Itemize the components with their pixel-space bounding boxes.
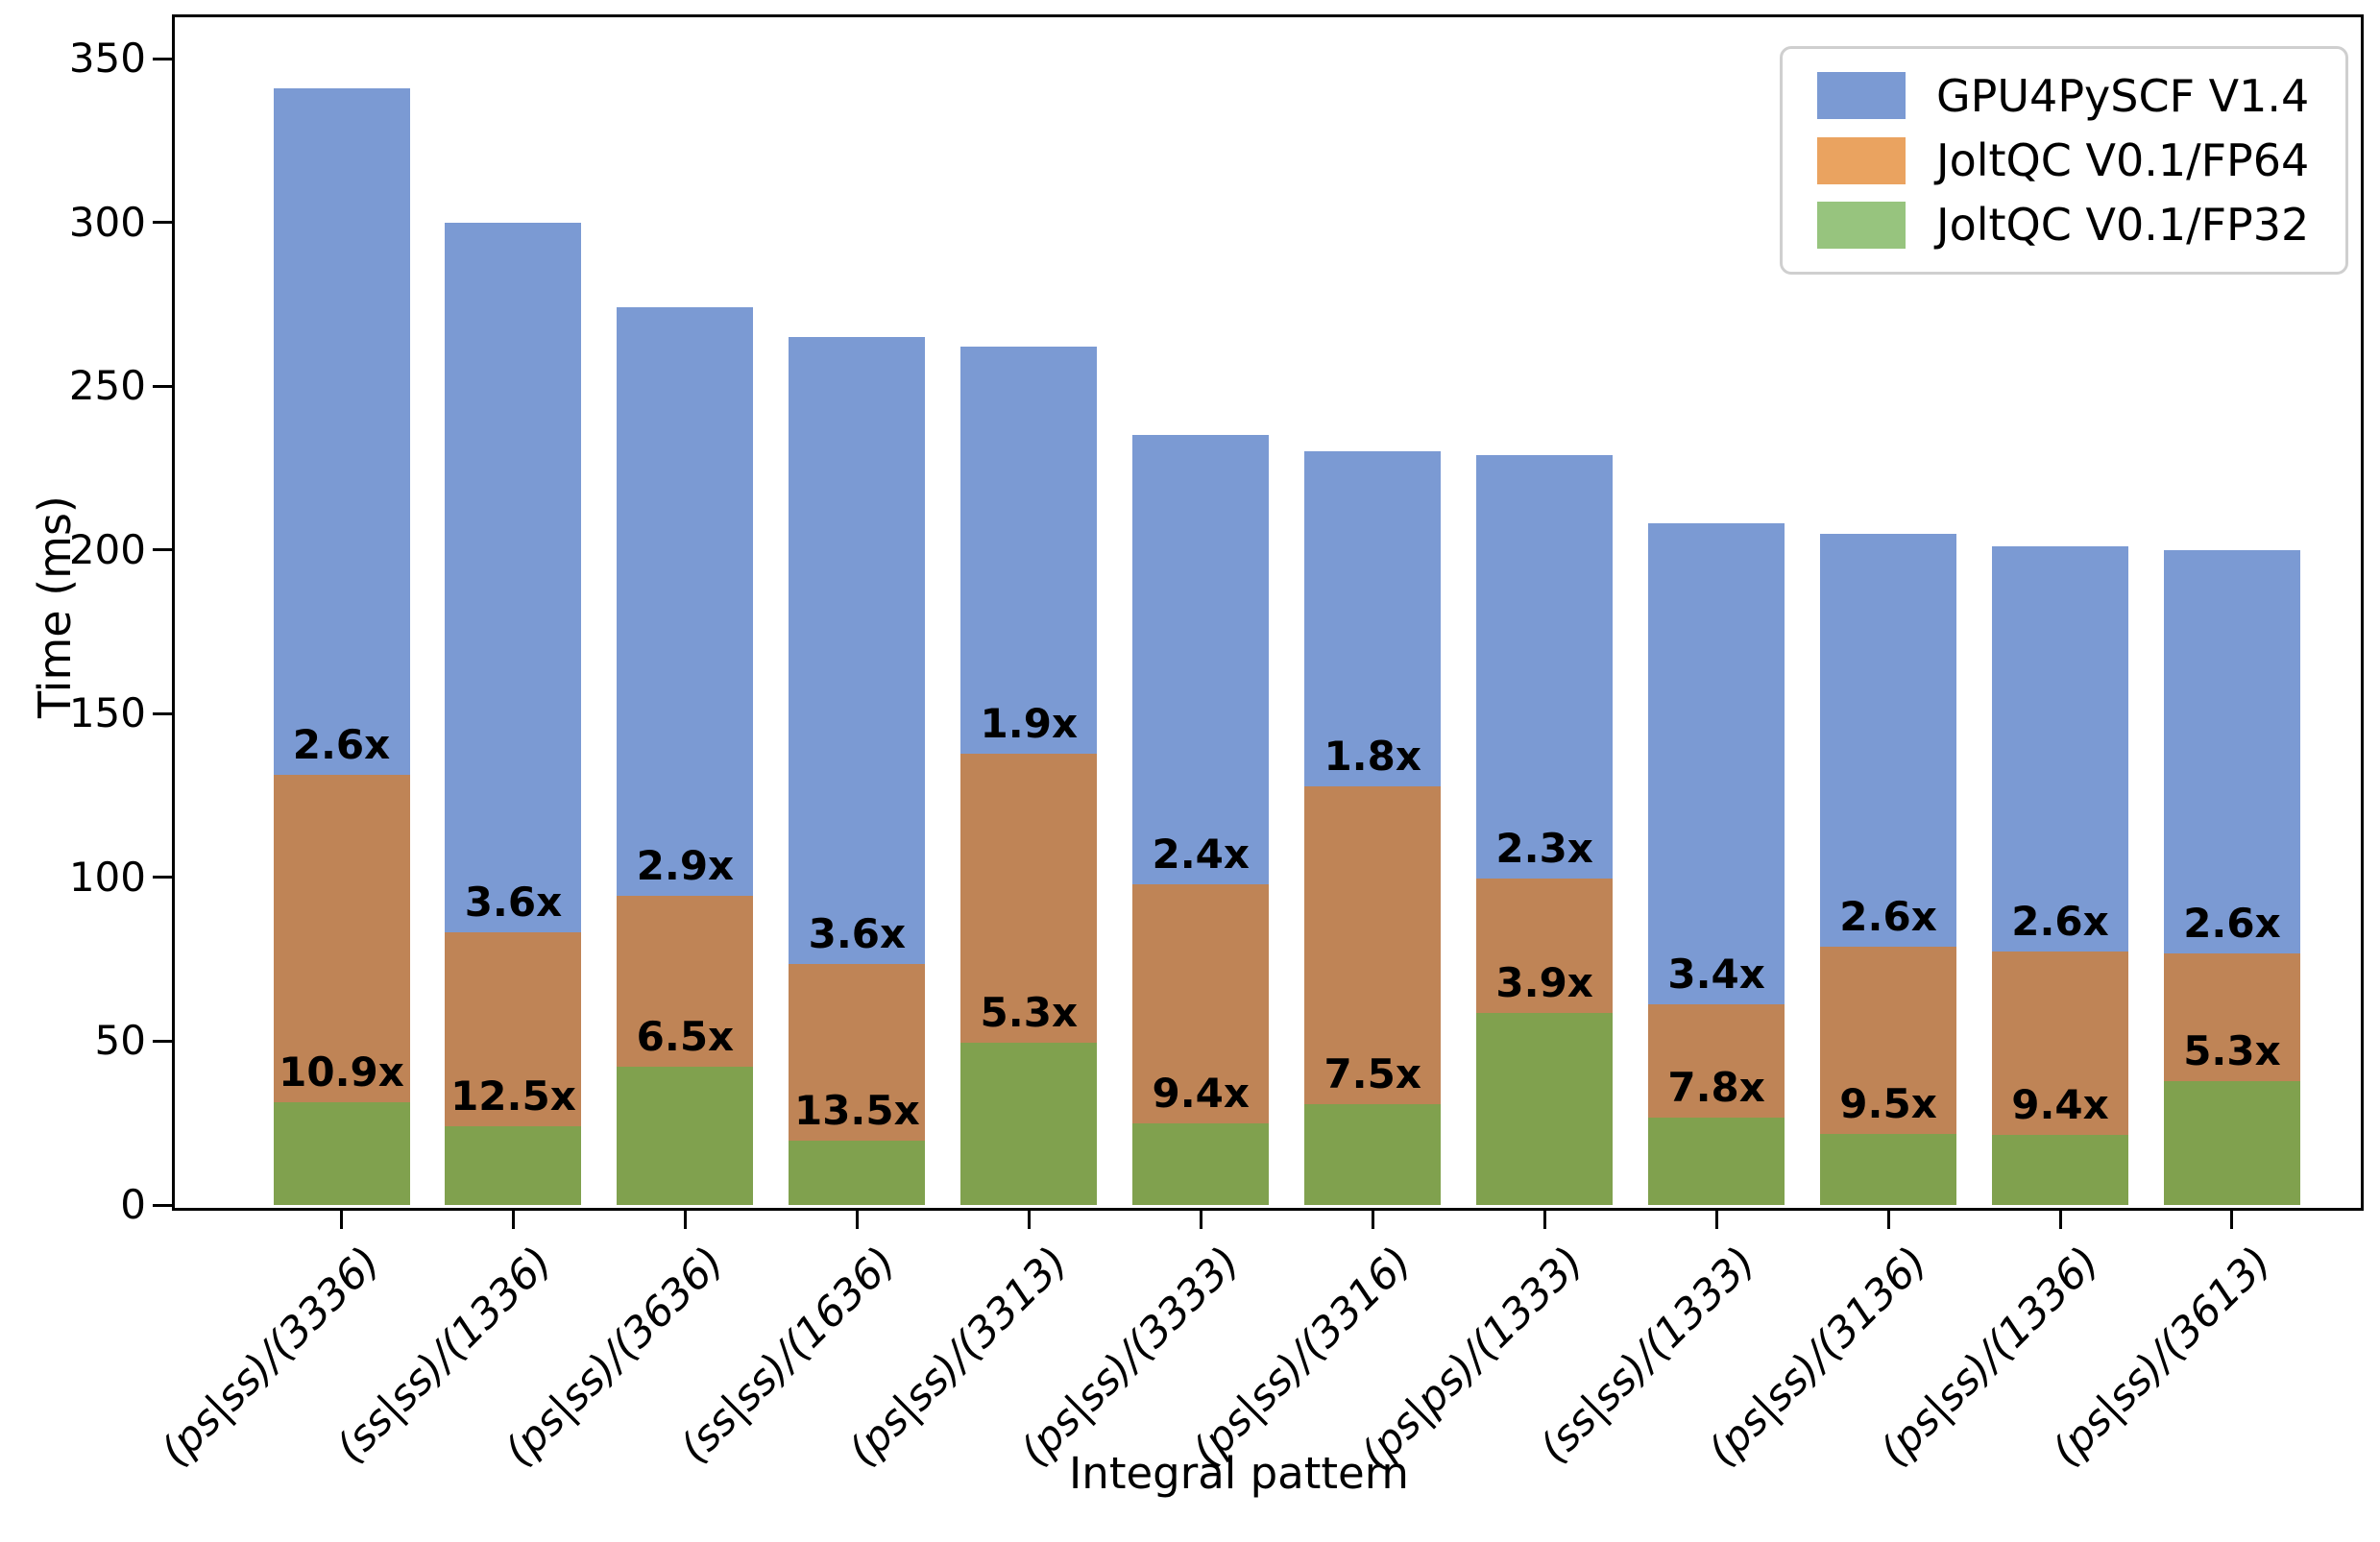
bar-segment-joltqc-fp32 bbox=[1648, 1117, 1785, 1205]
bars-layer: 2.6x 10.9x 3.6x 12.5x 2.9x 6.5x 3.6x 13.5x 1.9x 5… bbox=[172, 14, 2358, 1205]
legend: GPU4PySCF V1.4 JoltQC V0.1/FP64 JoltQC V0.… bbox=[1780, 46, 2348, 275]
x-axis-title: Integral pattern bbox=[1069, 1448, 1409, 1499]
x-tick-mark bbox=[1371, 1208, 1374, 1229]
speedup-label-fp32: 9.4x bbox=[1152, 1069, 1251, 1117]
bar-segment-joltqc-fp32 bbox=[1820, 1134, 1957, 1205]
legend-row: JoltQC V0.1/FP64 bbox=[1783, 134, 2345, 186]
y-tick-mark bbox=[153, 57, 172, 60]
legend-swatch-icon bbox=[1817, 201, 1906, 249]
bar-segment-joltqc-fp32 bbox=[789, 1141, 926, 1205]
speedup-label-fp64: 2.6x bbox=[2011, 898, 2109, 946]
y-tick-label: 100 bbox=[68, 853, 146, 901]
legend-swatch-icon bbox=[1817, 136, 1906, 184]
x-tick-mark bbox=[855, 1208, 859, 1229]
speedup-label-fp32: 12.5x bbox=[450, 1072, 576, 1120]
x-tick-mark bbox=[1886, 1208, 1890, 1229]
y-tick-label: 0 bbox=[120, 1181, 146, 1228]
y-tick-label: 150 bbox=[68, 689, 146, 737]
speedup-label-fp64: 1.9x bbox=[980, 699, 1079, 747]
x-tick-mark bbox=[2230, 1208, 2234, 1229]
speedup-label-fp64: 2.9x bbox=[636, 841, 735, 889]
bar-group bbox=[1132, 14, 1270, 1205]
speedup-label-fp32: 9.5x bbox=[1839, 1080, 1937, 1128]
y-tick-label: 50 bbox=[94, 1017, 146, 1065]
speedup-label-fp32: 6.5x bbox=[636, 1013, 735, 1061]
y-tick-mark bbox=[153, 1203, 172, 1207]
x-tick-mark bbox=[511, 1208, 515, 1229]
speedup-label-fp32: 5.3x bbox=[980, 989, 1079, 1037]
speedup-label-fp32: 7.5x bbox=[1324, 1050, 1421, 1098]
x-tick-mark bbox=[1199, 1208, 1202, 1229]
bar-segment-joltqc-fp32 bbox=[1476, 1012, 1614, 1205]
speedup-label-fp32: 7.8x bbox=[1667, 1063, 1765, 1111]
bar-segment-joltqc-fp32 bbox=[273, 1102, 410, 1205]
bar-group bbox=[960, 14, 1098, 1205]
speedup-label-fp64: 2.6x bbox=[292, 721, 391, 769]
bar-segment-joltqc-fp32 bbox=[2163, 1081, 2300, 1205]
bar-segment-joltqc-fp32 bbox=[960, 1043, 1098, 1205]
x-tick-mark bbox=[683, 1208, 687, 1229]
speedup-label-fp64: 2.4x bbox=[1152, 831, 1251, 879]
legend-row: GPU4PySCF V1.4 bbox=[1783, 69, 2345, 122]
y-tick-mark bbox=[153, 384, 172, 388]
legend-label: JoltQC V0.1/FP64 bbox=[1936, 134, 2310, 186]
y-tick-mark bbox=[153, 711, 172, 715]
legend-label: GPU4PySCF V1.4 bbox=[1936, 69, 2310, 122]
bar-group bbox=[1476, 14, 1614, 1205]
bar-group bbox=[273, 14, 410, 1205]
bar-group bbox=[1820, 14, 1957, 1205]
y-tick-label: 250 bbox=[68, 362, 146, 410]
bar-group bbox=[2163, 14, 2300, 1205]
y-tick-mark bbox=[153, 1039, 172, 1043]
y-axis-title: Time (ms) bbox=[29, 495, 81, 718]
x-tick-mark bbox=[2058, 1208, 2062, 1229]
speedup-label-fp64: 1.8x bbox=[1324, 733, 1421, 781]
speedup-label-fp64: 3.6x bbox=[808, 909, 907, 957]
speedup-label-fp64: 3.6x bbox=[464, 878, 563, 926]
bar-segment-joltqc-fp32 bbox=[1132, 1122, 1270, 1205]
bar-segment-joltqc-fp32 bbox=[1992, 1135, 2128, 1205]
y-tick-mark bbox=[153, 221, 172, 225]
speedup-label-fp64: 2.3x bbox=[1495, 825, 1593, 873]
speedup-label-fp64: 2.6x bbox=[2183, 899, 2281, 947]
bar-group bbox=[445, 14, 582, 1205]
y-tick-mark bbox=[153, 548, 172, 552]
speedup-label-fp32: 3.9x bbox=[1495, 958, 1593, 1006]
bar-group bbox=[1648, 14, 1785, 1205]
y-tick-label: 300 bbox=[68, 198, 146, 246]
speedup-label-fp64: 3.4x bbox=[1667, 951, 1765, 999]
bar-group bbox=[1992, 14, 2128, 1205]
y-tick-mark bbox=[153, 876, 172, 879]
x-tick-mark bbox=[1027, 1208, 1031, 1229]
x-tick-mark bbox=[340, 1208, 343, 1229]
x-tick-mark bbox=[1714, 1208, 1718, 1229]
speedup-label-fp32: 5.3x bbox=[2183, 1027, 2281, 1075]
legend-label: JoltQC V0.1/FP32 bbox=[1936, 199, 2310, 252]
y-tick-label: 200 bbox=[68, 525, 146, 573]
legend-row: JoltQC V0.1/FP32 bbox=[1783, 199, 2345, 252]
bar-segment-joltqc-fp32 bbox=[445, 1126, 582, 1205]
bar-segment-joltqc-fp32 bbox=[617, 1067, 754, 1205]
bar-group bbox=[789, 14, 926, 1205]
x-tick-mark bbox=[1542, 1208, 1546, 1229]
bar-group bbox=[1304, 14, 1442, 1205]
bar-segment-joltqc-fp32 bbox=[1304, 1104, 1442, 1205]
speedup-label-fp32: 10.9x bbox=[279, 1048, 404, 1096]
speedup-label-fp32: 9.4x bbox=[2011, 1081, 2109, 1128]
y-tick-label: 350 bbox=[68, 35, 146, 83]
speedup-label-fp32: 13.5x bbox=[793, 1087, 920, 1135]
legend-swatch-icon bbox=[1817, 72, 1906, 120]
bar-group bbox=[617, 14, 754, 1205]
speedup-label-fp64: 2.6x bbox=[1839, 893, 1937, 941]
